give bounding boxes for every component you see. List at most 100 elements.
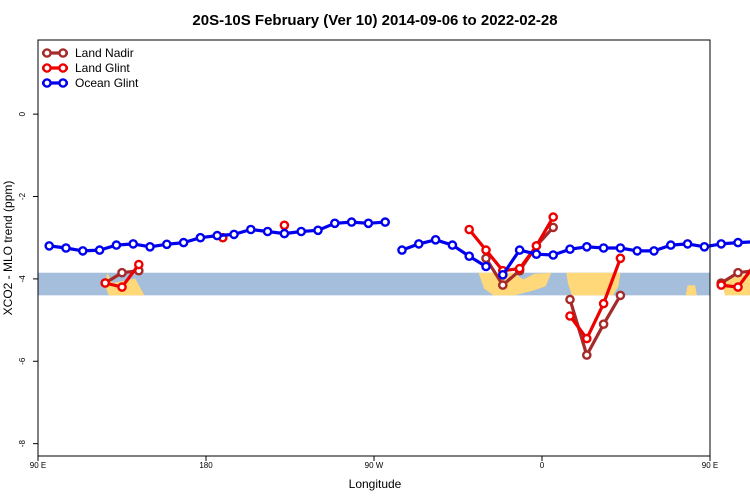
map-strip	[38, 272, 750, 296]
ocean-glint-point	[313, 225, 323, 236]
ocean-glint-point	[598, 243, 609, 253]
ocean-glint-point	[699, 241, 710, 252]
land-glint-point	[565, 311, 575, 321]
ocean-glint-point	[733, 237, 743, 248]
ocean-glint-point	[497, 269, 508, 280]
ocean-glint-point	[430, 234, 441, 245]
ocean-glint-point	[514, 245, 525, 255]
ocean-glint-point	[682, 239, 693, 249]
land-nadir-point	[615, 290, 626, 301]
land-glint-point	[716, 280, 727, 290]
land-glint-point	[548, 212, 559, 222]
ocean-glint-point	[397, 245, 407, 255]
y-tick-label-4: -8	[18, 440, 27, 448]
ocean-glint-point	[481, 261, 491, 272]
land-glint-point	[133, 259, 144, 270]
y-tick-label-0: 0	[18, 111, 27, 116]
ocean-glint-point	[632, 246, 643, 256]
ocean-glint-point	[44, 241, 55, 251]
ocean-glint-point	[161, 239, 172, 250]
ocean-glint-point	[279, 228, 290, 239]
legend-marker-ocean-glint	[58, 78, 68, 88]
land-nadir-point	[481, 253, 491, 264]
x-axis-label: Longitude	[349, 477, 402, 491]
land-glint-point	[615, 253, 626, 264]
ocean-glint-point	[145, 241, 155, 252]
y-axis-label: XCO2 - MLO trend (ppm)	[1, 181, 15, 316]
legend-item-land-nadir: Land Nadir	[42, 46, 134, 60]
y-tick-label-1: -2	[18, 192, 27, 200]
ocean-glint-point	[464, 251, 475, 262]
ocean-glint-point	[447, 240, 458, 250]
y-tick-label-3: -6	[18, 357, 27, 365]
ocean-glint-point	[94, 245, 105, 255]
legend-item-ocean-glint: Ocean Glint	[42, 76, 139, 90]
ocean-glint-point	[582, 241, 592, 252]
ocean-glint-point	[531, 249, 542, 259]
ocean-glint-point	[346, 217, 357, 227]
legend-marker-ocean-glint	[42, 78, 52, 88]
ocean-glint-point	[61, 243, 71, 253]
ocean-glint-point	[666, 240, 676, 250]
legend-label-land-nadir: Land Nadir	[75, 46, 134, 60]
ocean-glint-point	[195, 232, 206, 243]
legend-item-land-glint: Land Glint	[42, 61, 130, 75]
x-axis: 90 E 180 90 W 0 90 E	[30, 456, 718, 470]
land-nadir-point	[565, 294, 575, 305]
land-glint-point	[733, 282, 743, 292]
ocean-glint-point	[178, 237, 189, 248]
ocean-glint-point	[413, 239, 424, 249]
land-glint-point	[100, 278, 110, 288]
land-nadir-point	[548, 222, 559, 233]
ocean-glint-point	[329, 218, 340, 229]
series-land-glint	[100, 212, 750, 344]
plot-series	[44, 212, 750, 360]
legend-marker-land-glint	[42, 63, 52, 73]
land-nadir-point	[598, 319, 609, 330]
land-glint-point	[514, 263, 525, 274]
ocean-glint-point	[229, 229, 239, 240]
ocean-glint-point	[615, 243, 626, 253]
ocean-glint-point	[262, 226, 273, 237]
chart-title: 20S-10S February (Ver 10) 2014-09-06 to …	[192, 12, 557, 29]
ocean-glint-point	[380, 217, 391, 227]
ocean-glint-point	[296, 226, 307, 237]
land-glint-line-4	[568, 257, 622, 341]
ocean-glint-point	[78, 246, 88, 256]
land-nadir-point	[497, 280, 508, 290]
land-nadir-point	[582, 350, 592, 360]
ocean-glint-point	[565, 244, 575, 254]
y-axis: 0 -2 -4 -6 -8	[18, 111, 38, 447]
legend-marker-land-nadir	[58, 48, 68, 58]
ocean-glint-point	[212, 230, 222, 241]
ocean-glint-point	[649, 246, 659, 256]
ocean-glint-point	[128, 239, 138, 249]
y-tick-label-2: -4	[18, 275, 27, 283]
land-glint-point	[531, 241, 542, 251]
land-region-4	[685, 285, 697, 296]
legend-label-ocean-glint: Ocean Glint	[75, 76, 139, 90]
ocean-glint-point	[363, 218, 374, 229]
ocean-glint-point	[245, 224, 256, 235]
land-region-2	[566, 272, 621, 296]
land-glint-point	[117, 282, 127, 292]
land-nadir-point	[117, 267, 127, 278]
land-glint-point	[598, 298, 609, 309]
land-nadir-point	[733, 267, 743, 278]
x-tick-label-0: 90 E	[30, 461, 46, 470]
ocean-glint-point	[716, 239, 727, 249]
x-tick-label-2: 90 W	[365, 461, 384, 470]
ocean-glint-point	[111, 240, 122, 250]
x-tick-label-4: 90 E	[702, 461, 718, 470]
legend-marker-land-nadir	[42, 48, 52, 58]
land-glint-point	[464, 224, 475, 235]
legend-label-land-glint: Land Glint	[75, 61, 130, 75]
land-glint-point	[279, 220, 290, 231]
series-ocean-glint	[44, 217, 750, 280]
ocean-glint-point	[548, 250, 559, 260]
legend-marker-land-glint	[58, 63, 68, 73]
x-tick-label-1: 180	[199, 461, 213, 470]
land-glint-point	[582, 333, 592, 344]
